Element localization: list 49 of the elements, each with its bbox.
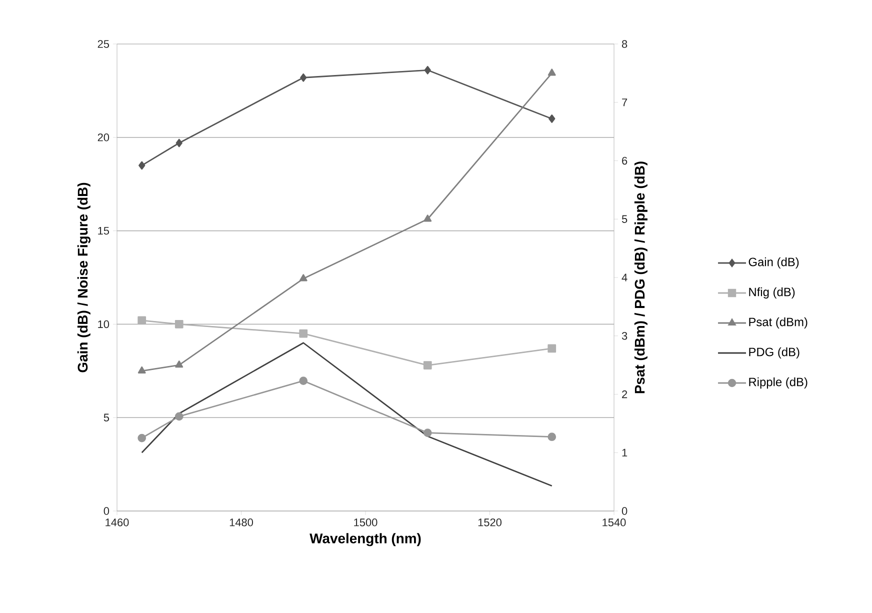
legend-label: Nfig (dB) [749,287,795,299]
y2-tick-label: 1 [622,448,628,456]
x-tick-label: 1500 [354,518,378,526]
point [299,376,308,386]
point [423,361,432,370]
y2-axis-title: Psat (dBm) / PDG (dB) / Ripple (dB) [634,162,648,394]
y-tick-label: 5 [104,414,110,422]
legend-label: Gain (dB) [748,257,799,269]
y2-tick-label: 8 [622,40,628,48]
y2-tick-label: 4 [622,274,628,282]
y2-tick-label: 5 [622,215,628,223]
point [175,360,184,368]
y-tick-label: 15 [98,226,110,235]
x-axis-title: Wavelength (nm) [310,533,421,546]
y2-tick-label: 0 [622,507,628,515]
point [299,274,308,282]
point [548,68,556,76]
y-tick-label: 25 [98,40,110,48]
point [423,428,432,437]
y-axis-title: Gain (dB) / Noise Figure (dB) [77,182,90,372]
legend-label: Ripple (dB) [749,377,808,389]
point [548,432,556,442]
y2-tick-label: 3 [622,332,628,340]
y-tick-label: 10 [98,320,110,328]
y2-tick-label: 7 [622,98,628,106]
legend-label: Psat (dBm) [749,317,808,329]
x-tick-label: 1540 [602,518,626,526]
point [138,316,146,325]
y2-tick-label: 6 [622,156,628,165]
y-tick-label: 0 [104,507,110,515]
point [174,412,184,421]
point [548,344,556,353]
point [138,366,146,374]
line-series [141,342,553,487]
point [138,434,146,442]
point [300,73,307,82]
x-tick-label: 1480 [230,518,253,526]
point [176,138,182,148]
legend-label: PDG (dB) [749,347,800,359]
y-tick-label: 20 [98,134,110,142]
x-tick-label: 1460 [106,518,129,526]
point [548,114,556,123]
point [138,161,146,170]
point [424,66,431,74]
point [299,329,308,338]
y2-tick-label: 2 [622,390,628,398]
point [424,214,432,222]
point [174,320,184,328]
x-tick-label: 1520 [478,518,502,526]
